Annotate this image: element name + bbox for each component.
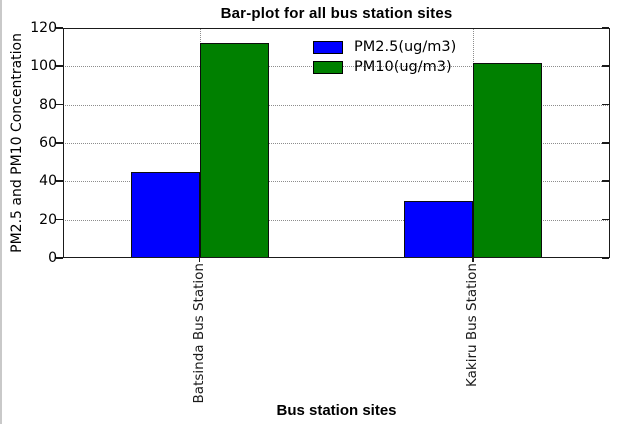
legend-swatch-pm2.5 bbox=[313, 40, 343, 54]
y-tick-mark-left bbox=[56, 180, 63, 182]
x-tick-label: Kakiru Bus Station bbox=[464, 263, 481, 387]
y-tick-mark-left bbox=[56, 142, 63, 144]
y-tick-mark-right bbox=[602, 218, 609, 221]
y-tick-mark-right bbox=[602, 180, 609, 182]
bar-pm2.5-kakiru bbox=[404, 200, 474, 258]
gridline-horizontal bbox=[63, 219, 610, 221]
y-tick-mark-right bbox=[602, 27, 609, 29]
legend-item: PM2.5(ug/m3) bbox=[313, 37, 456, 57]
bar-pm10-batsinda bbox=[199, 43, 269, 258]
gridline-horizontal bbox=[63, 181, 610, 183]
gridline-horizontal bbox=[63, 143, 610, 144]
y-tick-label: 100 bbox=[30, 58, 57, 75]
y-tick-mark-right bbox=[602, 142, 609, 144]
legend-swatch-pm10 bbox=[313, 60, 343, 74]
y-tick-mark-right bbox=[602, 257, 609, 259]
gridline-horizontal bbox=[63, 104, 610, 106]
y-tick-mark-left bbox=[56, 218, 63, 221]
y-tick-label: 0 bbox=[48, 250, 57, 266]
y-tick-mark-right bbox=[602, 65, 609, 67]
x-tick-label: Batsinda Bus Station bbox=[190, 263, 207, 404]
legend-label: PM10(ug/m3) bbox=[354, 59, 452, 75]
bar-pm10-kakiru bbox=[473, 62, 543, 258]
y-tick-mark-left bbox=[56, 27, 63, 29]
y-tick-label: 60 bbox=[39, 135, 57, 151]
y-tick-mark-left bbox=[56, 103, 63, 106]
y-tick-label: 80 bbox=[39, 96, 57, 113]
x-tick-mark bbox=[198, 258, 201, 262]
y-tick-mark-left bbox=[56, 257, 63, 259]
x-axis-label: Bus station sites bbox=[276, 402, 397, 419]
chart-title: Bar-plot for all bus station sites bbox=[220, 5, 453, 22]
plot-area: PM2.5(ug/m3) PM10(ug/m3) bbox=[63, 28, 610, 258]
y-tick-mark-left bbox=[56, 65, 63, 67]
y-tick-label: 20 bbox=[39, 211, 57, 228]
y-tick-label: 120 bbox=[30, 20, 57, 36]
y-tick-label: 40 bbox=[39, 173, 57, 190]
y-tick-mark-right bbox=[602, 103, 609, 106]
legend: PM2.5(ug/m3) PM10(ug/m3) bbox=[313, 37, 456, 77]
bar-pm2.5-batsinda bbox=[130, 171, 200, 258]
legend-label: PM2.5(ug/m3) bbox=[354, 39, 457, 55]
legend-item: PM10(ug/m3) bbox=[313, 57, 456, 77]
x-tick-mark bbox=[472, 258, 474, 262]
